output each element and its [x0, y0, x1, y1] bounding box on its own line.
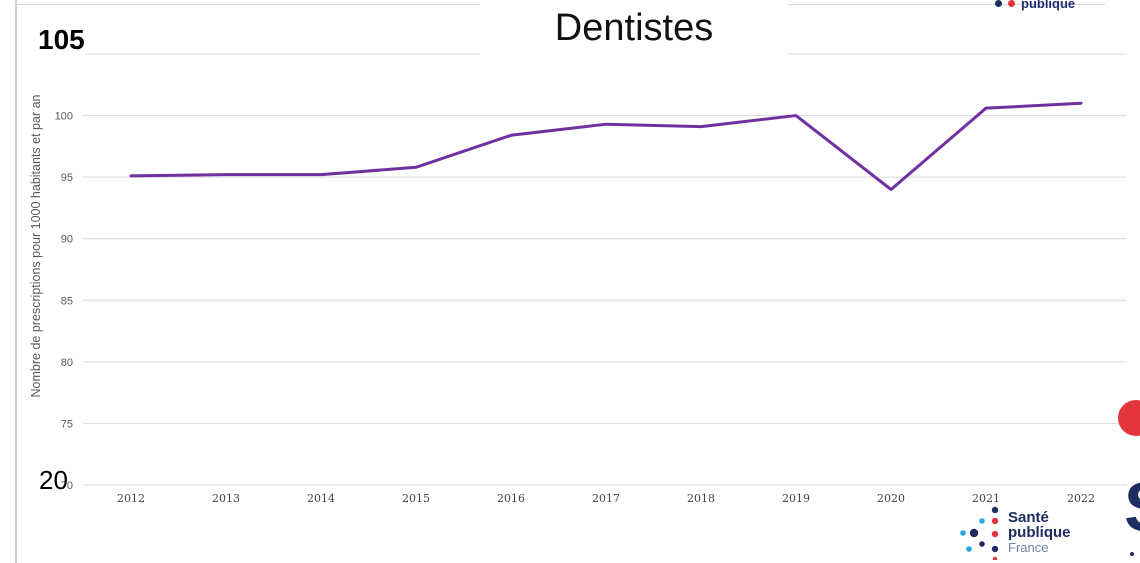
x-tick-label-2019: 2019: [782, 492, 810, 505]
y-tick-label-75: 75: [61, 418, 73, 430]
logo-dot-edge: [1130, 552, 1134, 556]
top-logo-fragment: publique: [995, 0, 1075, 11]
logo-line-sante: Santé: [1008, 509, 1049, 526]
logo-letter-edge: S: [1124, 472, 1140, 542]
x-tick-label-2018: 2018: [687, 492, 715, 505]
y-tick-label-90: 90: [61, 234, 73, 246]
red-logo-edge: [1118, 400, 1140, 436]
axis-layer: 7075808590951001052012201320142015201620…: [55, 49, 1095, 505]
overlay-top-number: 105: [38, 20, 85, 60]
top-logo-blue-dot: [995, 0, 1002, 7]
chart-title: Dentistes: [480, 0, 788, 56]
x-tick-label-2016: 2016: [497, 492, 525, 505]
x-tick-label-2021: 2021: [972, 492, 1000, 505]
top-logo-red-dot: [1008, 0, 1015, 7]
y-tick-label-70: 70: [61, 480, 73, 492]
x-tick-label-2013: 2013: [212, 492, 240, 505]
sante-publique-logo-text: Santé publique France: [1008, 510, 1071, 555]
y-axis-label: Nombre de prescriptions pour 1000 habita…: [29, 94, 43, 397]
slide-left-border: [15, 0, 17, 563]
x-tick-label-2014: 2014: [307, 492, 335, 505]
series-layer: [129, 101, 1083, 191]
x-tick-label-2017: 2017: [592, 492, 620, 505]
x-tick-label-2022: 2022: [1067, 492, 1095, 505]
y-tick-label-80: 80: [61, 357, 73, 369]
overlay-bottom-number: 20: [39, 465, 68, 495]
y-tick-label-95: 95: [61, 172, 73, 184]
series-line-0: [129, 101, 1083, 191]
logo-line-publique: publique: [1008, 524, 1071, 541]
y-tick-label-100: 100: [55, 111, 73, 123]
logo-line-france: France: [1008, 540, 1049, 555]
sante-publique-logo-mark: [960, 506, 999, 560]
y-tick-label-85: 85: [61, 295, 73, 307]
x-tick-label-2012: 2012: [117, 492, 145, 505]
top-logo-text: publique: [1021, 0, 1076, 11]
x-tick-label-2015: 2015: [402, 492, 430, 505]
x-tick-label-2020: 2020: [877, 492, 905, 505]
grid-layer: [83, 53, 1127, 486]
